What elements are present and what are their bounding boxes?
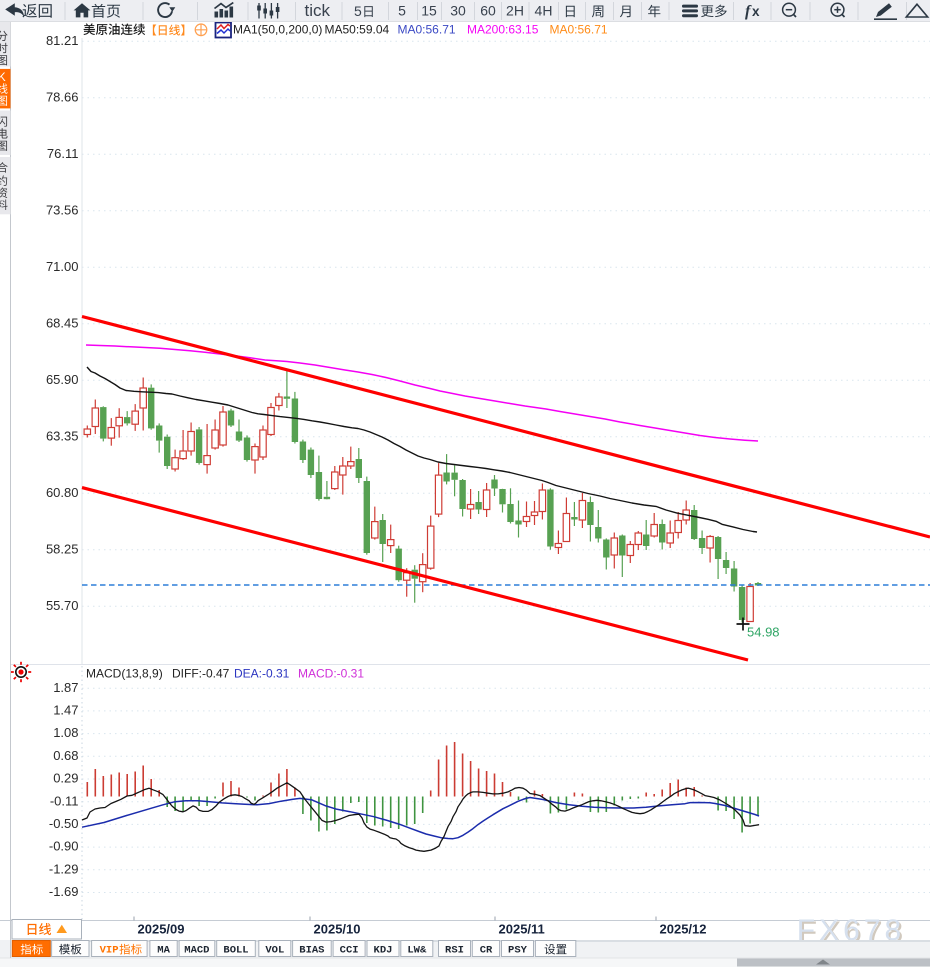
svg-text:54.98: 54.98	[747, 625, 780, 640]
svg-text:-1.29: -1.29	[49, 861, 79, 876]
svg-text:VOL: VOL	[265, 945, 284, 957]
svg-text:4H: 4H	[535, 3, 553, 19]
svg-text:2025/10: 2025/10	[314, 922, 361, 937]
svg-text:MA200:63.15: MA200:63.15	[467, 23, 539, 37]
svg-text:MA: MA	[157, 945, 170, 957]
svg-text:15: 15	[421, 3, 437, 19]
svg-text:1.08: 1.08	[53, 725, 78, 740]
svg-text:DIFF:-0.47: DIFF:-0.47	[172, 667, 230, 681]
svg-text:-1.69: -1.69	[49, 884, 79, 899]
svg-text:MA1(50,0,200,0): MA1(50,0,200,0)	[233, 23, 322, 37]
svg-text:LW&: LW&	[407, 945, 427, 957]
svg-text:68.45: 68.45	[46, 315, 79, 330]
svg-text:-0.90: -0.90	[49, 839, 79, 854]
svg-text:MA0:56.71: MA0:56.71	[398, 23, 456, 37]
svg-text:tick: tick	[305, 1, 331, 20]
svg-text:2H: 2H	[506, 3, 524, 19]
svg-text:5: 5	[354, 3, 362, 19]
svg-text:2025/11: 2025/11	[499, 922, 545, 937]
svg-text:VIP: VIP	[100, 945, 119, 957]
svg-text:81.21: 81.21	[46, 33, 79, 48]
svg-text:73.56: 73.56	[46, 202, 79, 217]
svg-text:MACD:-0.31: MACD:-0.31	[298, 667, 364, 681]
svg-text:5: 5	[398, 3, 406, 19]
svg-text:60.80: 60.80	[46, 485, 79, 500]
svg-text:x: x	[752, 4, 760, 19]
svg-text:MA0:56.71: MA0:56.71	[550, 23, 608, 37]
svg-text:CCI: CCI	[340, 945, 359, 957]
svg-text:63.35: 63.35	[46, 428, 79, 443]
svg-text:KDJ: KDJ	[374, 945, 393, 957]
svg-text:71.00: 71.00	[46, 259, 79, 274]
svg-text:2025/09: 2025/09	[138, 922, 185, 937]
svg-text:-0.11: -0.11	[50, 793, 79, 808]
svg-text:58.25: 58.25	[46, 541, 79, 556]
svg-text:-0.50: -0.50	[49, 816, 79, 831]
svg-text:55.70: 55.70	[46, 598, 79, 613]
svg-text:f: f	[745, 3, 752, 20]
svg-text:60: 60	[480, 3, 496, 19]
svg-text:0.29: 0.29	[53, 771, 78, 786]
svg-text:CR: CR	[480, 945, 493, 957]
svg-text:30: 30	[450, 3, 466, 19]
svg-text:BOLL: BOLL	[223, 945, 248, 957]
svg-text:PSY: PSY	[508, 945, 528, 957]
svg-text:1.47: 1.47	[53, 703, 78, 718]
svg-text:MA50:59.04: MA50:59.04	[325, 23, 390, 37]
svg-text:RSI: RSI	[445, 945, 464, 957]
svg-text:K: K	[0, 72, 6, 84]
svg-text:0.68: 0.68	[53, 748, 78, 763]
svg-text:MACD(13,8,9): MACD(13,8,9)	[86, 667, 163, 681]
svg-text:MACD: MACD	[184, 945, 209, 957]
svg-text:1.87: 1.87	[53, 680, 78, 695]
svg-text:65.90: 65.90	[46, 372, 79, 387]
svg-text:78.66: 78.66	[46, 89, 79, 104]
svg-text:DEA:-0.31: DEA:-0.31	[234, 667, 290, 681]
svg-text:BIAS: BIAS	[299, 945, 324, 957]
svg-text:2025/12: 2025/12	[660, 922, 707, 937]
svg-text:76.11: 76.11	[47, 146, 79, 161]
